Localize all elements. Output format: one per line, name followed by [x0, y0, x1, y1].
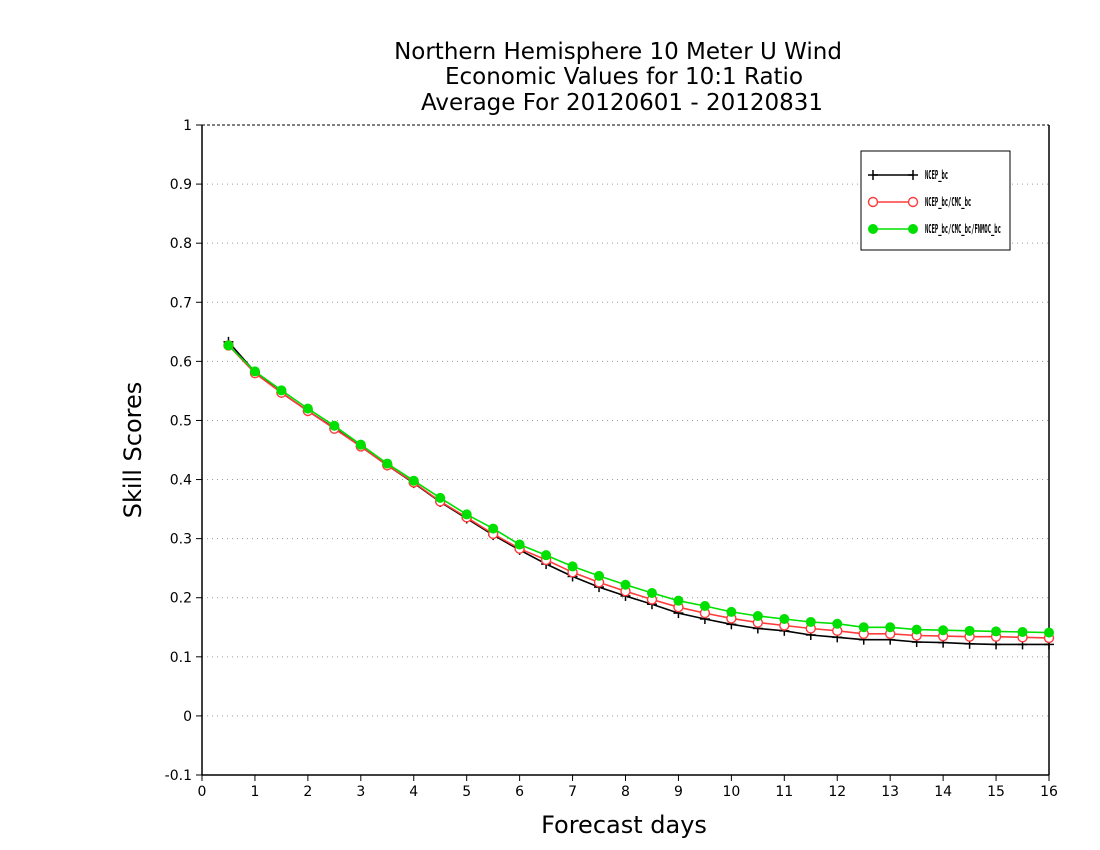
chart-title: Northern Hemisphere 10 Meter U Wind Econ… — [394, 39, 842, 116]
x-tick-label: 0 — [198, 784, 207, 800]
data-point — [329, 420, 340, 431]
x-tick-label: 13 — [881, 784, 899, 800]
x-tick-label: 6 — [515, 784, 524, 800]
title-line-1: Northern Hemisphere 10 Meter U Wind — [394, 39, 842, 65]
y-tick-label: 0.8 — [170, 236, 192, 252]
y-tick-label: 0.5 — [170, 413, 192, 429]
data-point — [832, 618, 843, 629]
x-tick-label: 4 — [409, 784, 418, 800]
legend-label: NCEP_bc — [925, 168, 948, 183]
data-point — [964, 625, 975, 636]
x-tick-label: 15 — [987, 784, 1005, 800]
legend-item: NCEP_bc — [868, 168, 948, 183]
y-tick-label: 0.1 — [170, 650, 192, 666]
legend-marker — [907, 196, 919, 208]
axes: -0.100.10.20.30.40.50.60.70.80.910 1 2 3 4 5 6… — [165, 118, 1058, 800]
data-point — [249, 366, 260, 377]
y-tick-label: 1 — [183, 118, 192, 134]
legend-item: NCEP_bc/CMC_bc — [867, 195, 971, 210]
y-tick-label: 0.3 — [170, 532, 192, 548]
y-tick-label: 0.2 — [170, 591, 192, 607]
data-point — [911, 624, 922, 635]
series-line — [227, 344, 1050, 634]
legend-label: NCEP_bc/CMC_bc/FNMOC_bc — [925, 222, 1001, 237]
legend-marker — [908, 224, 918, 234]
legend-box — [860, 150, 1011, 251]
x-tick-label: 14 — [934, 784, 952, 800]
x-tick-label: 9 — [674, 784, 683, 800]
data-point — [276, 385, 287, 396]
x-tick-label: 8 — [621, 784, 630, 800]
data-point — [1044, 627, 1054, 638]
data-point — [885, 622, 896, 633]
data-point — [726, 606, 737, 617]
data-point — [514, 539, 525, 550]
data-point — [461, 509, 472, 520]
x-tick-label: 11 — [775, 784, 793, 800]
y-axis-label: Skill Scores — [119, 382, 147, 519]
data-point — [382, 458, 393, 469]
data-point — [223, 340, 234, 351]
legend-marker — [867, 196, 879, 208]
data-point — [646, 588, 657, 598]
y-tick-label: -0.1 — [165, 768, 192, 784]
y-tick-label: 0.9 — [170, 177, 192, 193]
data-point — [991, 626, 1002, 637]
data-point — [594, 570, 605, 581]
title-line-3: Average For 20120601 - 20120831 — [421, 90, 823, 116]
data-point — [699, 601, 710, 611]
series-1 — [223, 336, 1054, 650]
legend-label: NCEP_bc/CMC_bc — [925, 195, 971, 210]
legend-marker — [868, 224, 878, 234]
data-point — [938, 625, 949, 636]
legend: NCEP_bc NCEP_bc/CMC_bc NCEP_bc/CMC_bc/FNMO… — [860, 150, 1011, 251]
data-point — [858, 622, 869, 633]
plot-area — [223, 336, 1055, 650]
x-tick-label: 12 — [828, 784, 846, 800]
x-tick-label: 3 — [356, 784, 365, 800]
data-point — [435, 492, 446, 503]
data-point — [779, 614, 790, 624]
x-tick-label: 5 — [462, 784, 471, 800]
y-tick-label: 0.7 — [170, 295, 192, 311]
series-3 — [223, 340, 1054, 638]
data-point — [488, 523, 499, 534]
data-point — [408, 475, 419, 486]
x-tick-label: 7 — [568, 784, 577, 800]
y-tick-label: 0.4 — [170, 473, 192, 489]
x-tick-label: 2 — [303, 784, 312, 800]
series-line — [227, 341, 1049, 646]
x-tick-label: 10 — [722, 784, 740, 800]
legend-marker — [868, 170, 878, 180]
x-tick-label: 16 — [1040, 784, 1058, 800]
legend-item: NCEP_bc/CMC_bc/FNMOC_bc — [868, 222, 1001, 237]
data-point — [673, 595, 684, 606]
y-tick-label: 0 — [183, 709, 192, 725]
data-point — [805, 616, 816, 627]
data-point — [567, 561, 578, 572]
y-tick-label: 0.6 — [170, 354, 192, 370]
x-tick-label: 1 — [250, 784, 259, 800]
legend-marker — [908, 170, 918, 180]
data-point — [541, 550, 552, 561]
data-point — [302, 403, 313, 414]
data-point — [355, 439, 366, 450]
data-point — [620, 579, 631, 590]
data-point — [1017, 627, 1028, 637]
data-point — [752, 611, 763, 622]
series-line — [227, 344, 1050, 639]
x-axis-label: Forecast days — [541, 811, 707, 839]
title-line-2: Economic Values for 10:1 Ratio — [445, 64, 803, 90]
series-2 — [223, 340, 1055, 644]
